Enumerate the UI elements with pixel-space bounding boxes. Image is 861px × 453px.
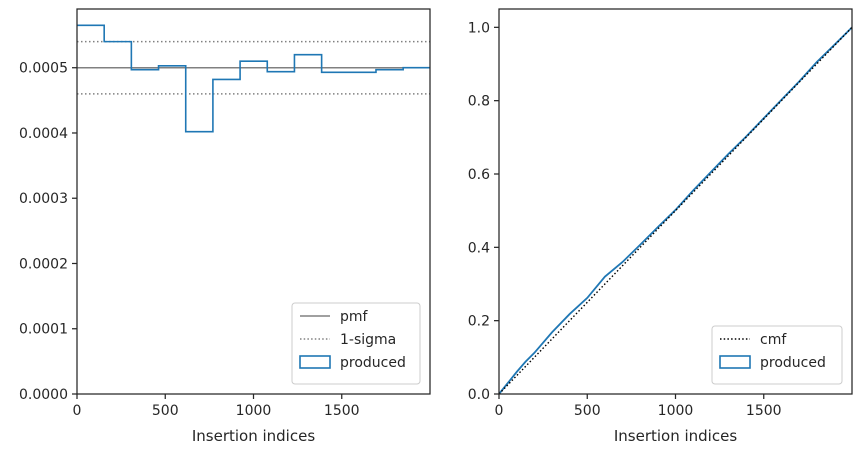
legend-label: produced xyxy=(340,355,406,371)
produced-cumulative-line xyxy=(499,26,852,394)
x-tick-label: 0 xyxy=(495,403,504,419)
y-tick-label: 0.0004 xyxy=(19,126,68,142)
cmf-axes-frame xyxy=(498,8,853,395)
legend-box xyxy=(711,325,843,385)
legend-label: 1-sigma xyxy=(340,332,396,348)
cmf-x-axis-label: Insertion indices xyxy=(614,427,737,445)
produced-histogram-step xyxy=(77,24,430,133)
y-tick-label: 0.0001 xyxy=(19,322,68,338)
x-tick-label: 500 xyxy=(574,403,601,419)
y-tick-label: 0.4 xyxy=(468,240,490,256)
pmf-axes-frame xyxy=(76,8,431,395)
cmf-axes-ticks: 0 500 1000 1500 0.0 0.2 0.4 0.6 0.8 1.0 xyxy=(468,20,782,419)
y-tick-label: 0.6 xyxy=(468,167,490,183)
pmf-plot-area xyxy=(77,24,430,133)
y-tick-label: 0.0005 xyxy=(19,61,68,77)
cmf-panel: 0 500 1000 1500 0.0 0.2 0.4 0.6 0.8 1.0 Insertion… xyxy=(468,8,853,445)
y-tick-label: 0.0002 xyxy=(19,256,68,272)
x-tick-label: 1500 xyxy=(746,403,782,419)
cmf-legend: cmf produced xyxy=(711,325,843,385)
y-tick-label: 0.2 xyxy=(468,314,490,330)
cmf-plot-area xyxy=(499,26,852,394)
pmf-x-axis-label: Insertion indices xyxy=(192,427,315,445)
x-tick-label: 1000 xyxy=(236,403,272,419)
legend-swatch xyxy=(719,355,751,369)
y-tick-label: 1.0 xyxy=(468,20,490,36)
legend-label: produced xyxy=(760,355,826,371)
y-tick-label: 0.0000 xyxy=(19,387,68,403)
legend-swatch xyxy=(299,355,331,369)
legend-box xyxy=(291,302,421,385)
x-tick-label: 500 xyxy=(152,403,179,419)
pmf-panel: 0 500 1000 1500 0.0000 0.0001 0.0002 0.0003 0.00… xyxy=(19,8,431,445)
y-tick-label: 0.8 xyxy=(468,94,490,110)
pmf-legend: pmf 1-sigma produced xyxy=(291,302,421,385)
legend-label: pmf xyxy=(340,309,369,325)
legend-label: cmf xyxy=(760,332,787,348)
y-tick-label: 0.0 xyxy=(468,387,490,403)
y-tick-label: 0.0003 xyxy=(19,191,68,207)
pmf-axes-ticks: 0 500 1000 1500 0.0000 0.0001 0.0002 0.0003 0.00… xyxy=(19,61,360,419)
x-tick-label: 1000 xyxy=(658,403,694,419)
x-tick-label: 1500 xyxy=(324,403,360,419)
x-tick-label: 0 xyxy=(73,403,82,419)
